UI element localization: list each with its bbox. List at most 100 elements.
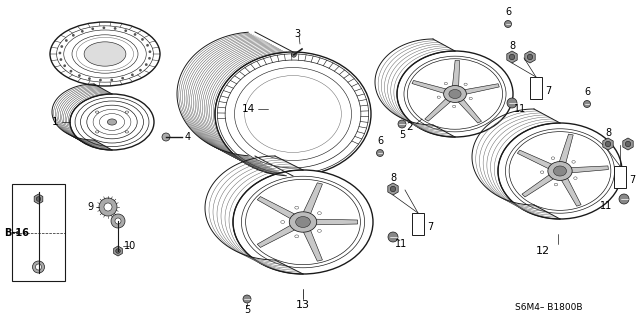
Ellipse shape: [317, 229, 321, 232]
Text: 1: 1: [52, 117, 58, 127]
Text: 9: 9: [87, 202, 93, 212]
Circle shape: [148, 57, 151, 60]
Polygon shape: [623, 138, 633, 150]
Ellipse shape: [70, 94, 154, 150]
Circle shape: [65, 39, 68, 42]
Text: 8: 8: [509, 41, 515, 51]
Circle shape: [619, 194, 629, 204]
Circle shape: [35, 264, 42, 270]
Text: 7: 7: [629, 175, 635, 185]
Polygon shape: [114, 246, 122, 256]
Ellipse shape: [540, 171, 544, 174]
Ellipse shape: [225, 60, 361, 168]
Ellipse shape: [452, 105, 456, 108]
Circle shape: [63, 64, 66, 67]
Circle shape: [146, 44, 149, 47]
Circle shape: [121, 77, 124, 79]
Text: 7: 7: [545, 86, 551, 96]
Ellipse shape: [289, 212, 317, 232]
Ellipse shape: [125, 131, 129, 133]
Ellipse shape: [554, 183, 557, 186]
Circle shape: [162, 133, 170, 141]
Circle shape: [70, 70, 72, 73]
Circle shape: [60, 58, 62, 61]
Ellipse shape: [548, 162, 572, 181]
Text: 11: 11: [514, 104, 526, 114]
Circle shape: [72, 34, 75, 37]
Polygon shape: [507, 51, 517, 63]
Polygon shape: [462, 84, 499, 95]
Ellipse shape: [572, 160, 575, 163]
Bar: [530, 77, 542, 99]
Circle shape: [584, 100, 591, 108]
Ellipse shape: [296, 217, 310, 227]
Polygon shape: [525, 51, 535, 63]
Ellipse shape: [449, 90, 461, 99]
Circle shape: [141, 38, 144, 41]
Ellipse shape: [56, 26, 154, 82]
Ellipse shape: [444, 85, 467, 102]
Text: 8: 8: [605, 128, 611, 138]
Circle shape: [509, 54, 515, 60]
Circle shape: [243, 295, 251, 303]
Text: 6: 6: [505, 7, 511, 17]
Ellipse shape: [244, 76, 341, 152]
Text: 11: 11: [600, 201, 612, 211]
Ellipse shape: [125, 111, 129, 113]
Polygon shape: [302, 228, 323, 261]
Text: 14: 14: [241, 104, 255, 114]
Circle shape: [116, 249, 120, 253]
Polygon shape: [517, 150, 554, 170]
Circle shape: [110, 78, 113, 81]
Ellipse shape: [281, 220, 285, 223]
Text: 3: 3: [294, 29, 300, 39]
Ellipse shape: [76, 37, 134, 70]
Circle shape: [33, 261, 45, 273]
Ellipse shape: [317, 212, 321, 215]
Ellipse shape: [108, 119, 116, 125]
Ellipse shape: [444, 82, 447, 85]
Text: 8: 8: [390, 173, 396, 183]
Polygon shape: [603, 138, 613, 150]
Ellipse shape: [295, 206, 299, 209]
Circle shape: [131, 73, 134, 76]
Ellipse shape: [84, 42, 126, 66]
Circle shape: [124, 29, 127, 32]
Text: 11: 11: [395, 239, 407, 249]
Circle shape: [114, 27, 116, 30]
Circle shape: [104, 203, 112, 211]
Circle shape: [134, 33, 136, 36]
Text: 5: 5: [399, 130, 405, 140]
Text: 12: 12: [536, 246, 550, 256]
Circle shape: [145, 63, 148, 66]
Ellipse shape: [95, 131, 99, 133]
Ellipse shape: [573, 177, 577, 180]
Polygon shape: [568, 166, 609, 173]
Ellipse shape: [50, 22, 160, 86]
Ellipse shape: [295, 235, 299, 238]
Circle shape: [507, 98, 517, 108]
Circle shape: [148, 50, 151, 53]
Circle shape: [92, 27, 94, 30]
Polygon shape: [559, 134, 573, 165]
Circle shape: [376, 150, 383, 157]
Polygon shape: [257, 224, 298, 248]
Text: 10: 10: [124, 241, 136, 251]
Circle shape: [99, 79, 102, 81]
Circle shape: [78, 74, 81, 77]
Bar: [412, 213, 424, 235]
Text: 7: 7: [427, 222, 433, 232]
Polygon shape: [313, 219, 358, 225]
Polygon shape: [452, 60, 460, 88]
Ellipse shape: [469, 97, 472, 100]
Polygon shape: [457, 98, 481, 123]
Bar: [12, 184, 65, 281]
Circle shape: [102, 26, 105, 29]
Polygon shape: [412, 80, 449, 94]
Text: 6: 6: [584, 87, 590, 97]
Circle shape: [81, 30, 84, 33]
Circle shape: [60, 45, 63, 48]
Circle shape: [111, 214, 125, 228]
Bar: [614, 166, 626, 188]
Circle shape: [36, 197, 41, 201]
